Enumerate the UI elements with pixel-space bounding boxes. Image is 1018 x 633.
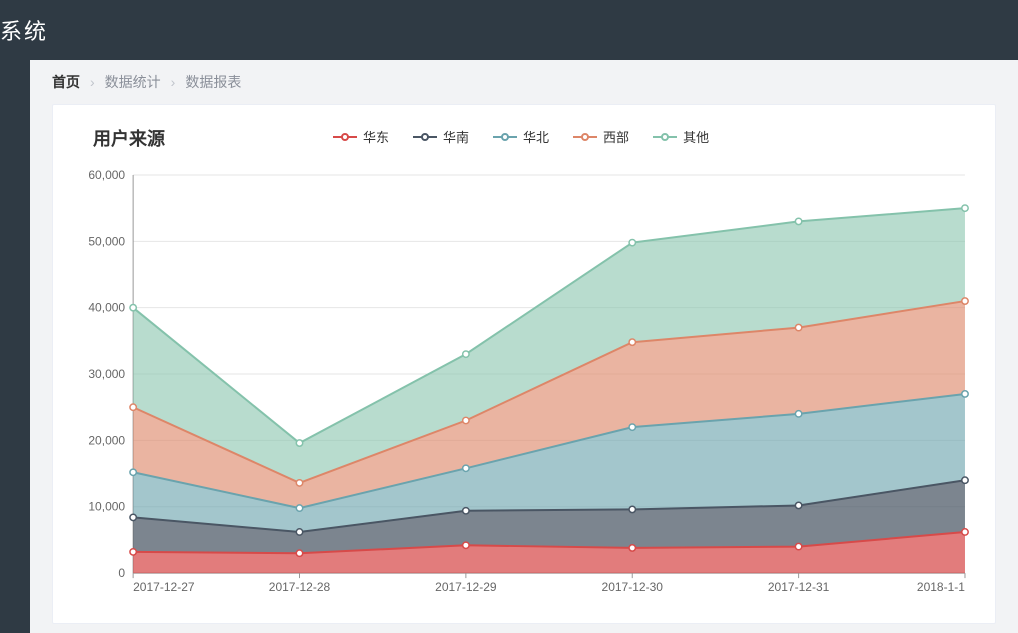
svg-text:20,000: 20,000	[88, 433, 125, 447]
svg-text:2018-1-1: 2018-1-1	[917, 580, 965, 594]
main: 首页 › 数据统计 › 数据报表 用户来源 华东 华南 华北 西部 其他 0 10,000…	[30, 60, 1018, 633]
svg-text:30,000: 30,000	[88, 367, 125, 381]
legend-item[interactable]: 华东	[333, 127, 389, 146]
chart-plot: 0 10,000 20,000 30,000 40,000 50,000 60,000 201…	[73, 165, 975, 603]
legend-label: 华南	[443, 127, 469, 146]
svg-text:0: 0	[118, 566, 125, 580]
svg-text:2017-12-28: 2017-12-28	[269, 580, 331, 594]
legend-item[interactable]: 其他	[653, 127, 709, 146]
svg-text:10,000: 10,000	[88, 500, 125, 514]
svg-text:2017-12-30: 2017-12-30	[602, 580, 664, 594]
legend-label: 其他	[683, 127, 709, 146]
chart-card: 用户来源 华东 华南 华北 西部 其他 0 10,000 20,000 30,000 40,00…	[52, 104, 996, 624]
svg-text:50,000: 50,000	[88, 234, 125, 248]
legend-marker-icon	[333, 131, 357, 143]
svg-text:40,000: 40,000	[88, 301, 125, 315]
chart-svg: 0 10,000 20,000 30,000 40,000 50,000 60,000 201…	[73, 165, 975, 603]
breadcrumb-sep: ›	[171, 74, 176, 90]
legend-label: 华北	[523, 127, 549, 146]
legend-label: 华东	[363, 127, 389, 146]
legend-item[interactable]: 华北	[493, 127, 549, 146]
svg-text:2017-12-31: 2017-12-31	[768, 580, 830, 594]
legend-marker-icon	[653, 131, 677, 143]
svg-text:2017-12-27: 2017-12-27	[133, 580, 195, 594]
svg-text:60,000: 60,000	[88, 168, 125, 182]
sidebar	[0, 60, 30, 633]
topbar: 系统	[0, 0, 1018, 60]
legend-marker-icon	[413, 131, 437, 143]
svg-text:2017-12-29: 2017-12-29	[435, 580, 497, 594]
breadcrumb-home[interactable]: 首页	[52, 72, 80, 92]
breadcrumb: 首页 › 数据统计 › 数据报表	[30, 60, 1018, 104]
legend-label: 西部	[603, 127, 629, 146]
chart-title: 用户来源	[93, 125, 165, 151]
app-title: 系统	[0, 14, 48, 46]
breadcrumb-sep: ›	[90, 74, 95, 90]
legend-item[interactable]: 华南	[413, 127, 469, 146]
legend-marker-icon	[493, 131, 517, 143]
legend-marker-icon	[573, 131, 597, 143]
chart-legend: 华东 华南 华北 西部 其他	[333, 127, 709, 146]
legend-item[interactable]: 西部	[573, 127, 629, 146]
breadcrumb-item[interactable]: 数据统计	[105, 72, 161, 92]
breadcrumb-item[interactable]: 数据报表	[185, 72, 241, 92]
